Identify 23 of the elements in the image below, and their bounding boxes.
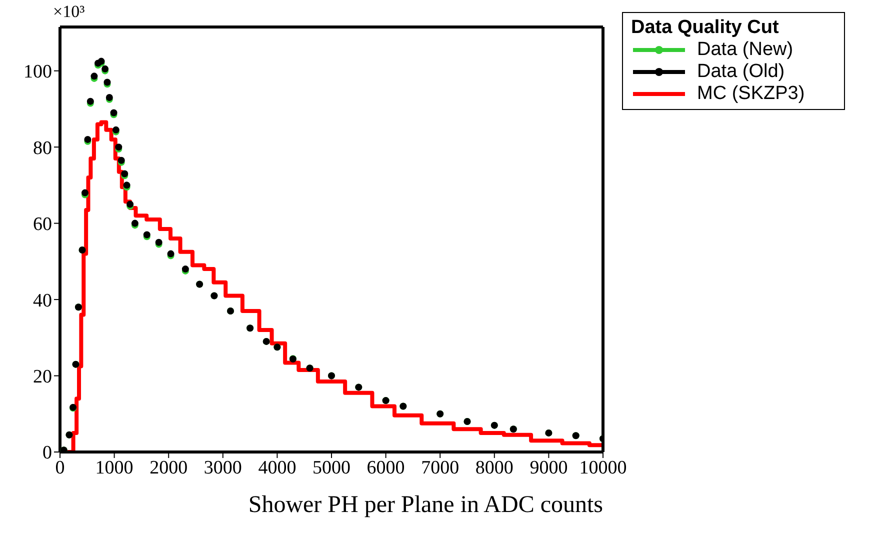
y-tick-label: 100 xyxy=(24,62,52,83)
x-tick-label: 4000 xyxy=(258,457,296,478)
y-tick-label: 0 xyxy=(42,442,52,464)
y-tick-label: 60 xyxy=(33,214,52,236)
x-tick-label: 8000 xyxy=(475,457,514,478)
x-tick-label: 7000 xyxy=(421,457,460,478)
legend-label: Data (New) xyxy=(697,39,794,61)
x-tick-label: 3000 xyxy=(204,457,242,478)
x-tick-label: 9000 xyxy=(530,457,568,478)
x-tick-label: 10000 xyxy=(579,457,627,478)
legend-label: Data (Old) xyxy=(697,61,785,83)
legend-title: Data Quality Cut xyxy=(631,17,780,39)
x-tick-label: 5000 xyxy=(312,457,350,478)
x-tick-label: 6000 xyxy=(366,457,405,478)
text: ×10³ xyxy=(53,2,85,22)
x-tick-label: 0 xyxy=(55,457,65,478)
x-tick-label: 2000 xyxy=(150,457,188,478)
x-tick-label: 1000 xyxy=(95,457,134,478)
y-tick-label: 20 xyxy=(33,366,52,388)
y-tick-label: 40 xyxy=(33,290,52,312)
legend-label: MC (SKZP3) xyxy=(697,83,805,105)
x-axis-title: Shower PH per Plane in ADC counts xyxy=(248,492,603,518)
y-tick-label: 80 xyxy=(33,138,52,159)
